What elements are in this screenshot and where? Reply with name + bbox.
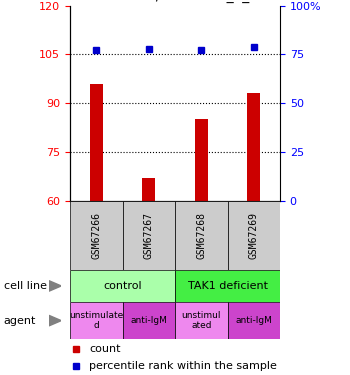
Bar [122,302,175,339]
Bar [195,119,208,201]
Text: anti-IgM: anti-IgM [235,316,272,325]
Polygon shape [49,280,61,291]
Text: cell line: cell line [4,281,47,291]
Bar [228,302,280,339]
Text: GSM67266: GSM67266 [91,212,101,259]
Text: unstimul
ated: unstimul ated [182,311,221,330]
Bar [122,201,175,270]
Text: GSM67269: GSM67269 [249,212,259,259]
Bar [70,302,122,339]
Bar [175,270,280,302]
Text: unstimulate
d: unstimulate d [69,311,123,330]
Bar [90,84,103,201]
Bar [228,201,280,270]
Text: control: control [103,281,142,291]
Text: GSM67268: GSM67268 [196,212,206,259]
Bar [70,201,122,270]
Bar [142,178,155,201]
Bar [70,270,175,302]
Text: agent: agent [4,316,36,326]
Bar [247,93,260,201]
Text: anti-IgM: anti-IgM [130,316,167,325]
Text: count: count [89,344,120,354]
Title: GDS1467 / 1427691_a_at: GDS1467 / 1427691_a_at [86,0,264,3]
Text: GSM67267: GSM67267 [144,212,154,259]
Text: percentile rank within the sample: percentile rank within the sample [89,361,277,371]
Bar [175,201,228,270]
Bar [175,302,228,339]
Polygon shape [49,315,61,326]
Text: TAK1 deficient: TAK1 deficient [188,281,267,291]
